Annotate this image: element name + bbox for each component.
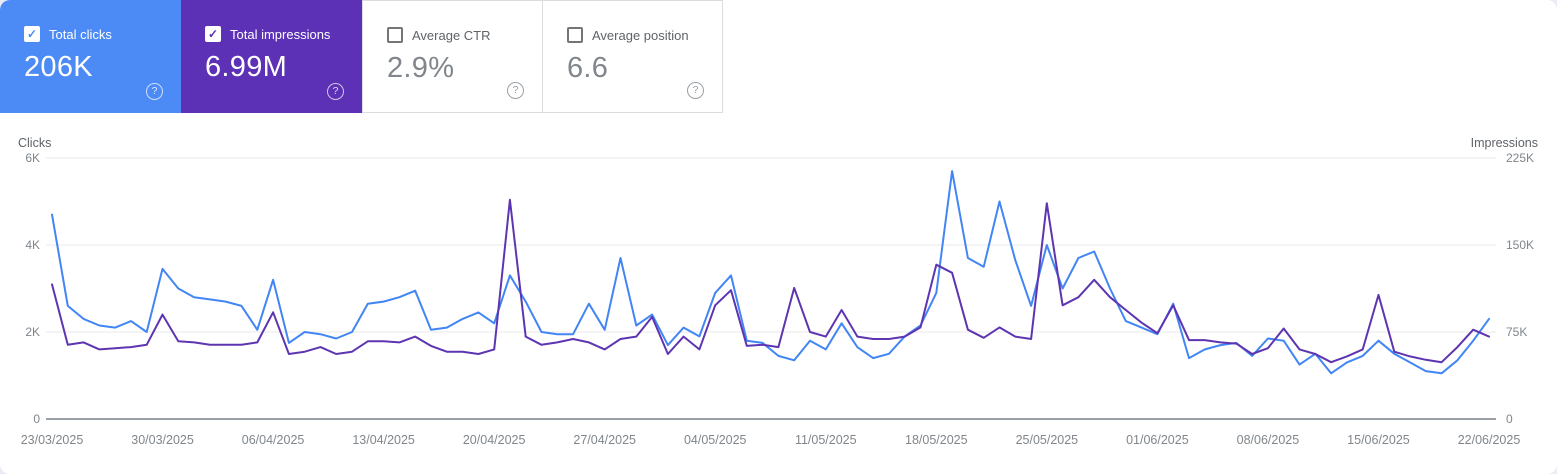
impressions-tick-label: 75K xyxy=(1506,325,1528,339)
x-tick-label: 13/04/2025 xyxy=(352,433,415,447)
total-impressions-checkbox[interactable]: ✓ xyxy=(205,26,221,42)
x-tick-label: 18/05/2025 xyxy=(905,433,968,447)
check-icon: ✓ xyxy=(207,27,219,41)
impressions-tick-label: 225K xyxy=(1506,151,1535,165)
metric-card-average-ctr[interactable]: ✓ Average CTR 2.9% ? xyxy=(362,0,543,113)
card-value: 6.99M xyxy=(205,51,288,83)
clicks-tick-label: 4K xyxy=(25,238,40,252)
check-icon: ✓ xyxy=(26,27,38,41)
x-tick-label: 06/04/2025 xyxy=(241,433,305,447)
x-tick-label: 27/04/2025 xyxy=(573,433,636,447)
metric-cards: ✓ Total clicks 206K ? ✓ Total impression… xyxy=(0,0,723,113)
card-label: Average position xyxy=(592,27,689,43)
x-tick-label: 23/03/2025 xyxy=(20,433,84,447)
x-tick-label: 25/05/2025 xyxy=(1015,433,1079,447)
card-value: 6.6 xyxy=(567,52,609,84)
clicks-tick-label: 6K xyxy=(25,151,40,165)
card-label: Average CTR xyxy=(412,27,491,43)
card-value: 2.9% xyxy=(387,52,455,84)
x-tick-label: 01/06/2025 xyxy=(1126,433,1189,447)
help-icon[interactable]: ? xyxy=(146,83,163,100)
clicks-axis-title: Clicks xyxy=(18,136,52,150)
x-tick-label: 15/06/2025 xyxy=(1347,433,1410,447)
average-ctr-checkbox[interactable]: ✓ xyxy=(387,27,403,43)
help-icon[interactable]: ? xyxy=(507,82,524,99)
help-icon[interactable]: ? xyxy=(327,83,344,100)
help-icon[interactable]: ? xyxy=(687,82,704,99)
x-tick-label: 20/04/2025 xyxy=(462,433,526,447)
impressions-axis-title: Impressions xyxy=(1470,136,1538,150)
impressions-tick-label: 150K xyxy=(1506,238,1535,252)
x-tick-label: 04/05/2025 xyxy=(683,433,747,447)
card-value: 206K xyxy=(24,51,93,83)
card-label: Total impressions xyxy=(230,26,331,42)
metric-card-average-position[interactable]: ✓ Average position 6.6 ? xyxy=(542,0,723,113)
clicks-tick-label: 2K xyxy=(25,325,40,339)
x-tick-label: 08/06/2025 xyxy=(1236,433,1300,447)
clicks-line xyxy=(51,170,1490,375)
total-clicks-checkbox[interactable]: ✓ xyxy=(24,26,40,42)
average-position-checkbox[interactable]: ✓ xyxy=(567,27,583,43)
impressions-line xyxy=(51,198,1490,364)
clicks-tick-label: 0 xyxy=(33,412,40,426)
impressions-tick-label: 0 xyxy=(1506,412,1513,426)
x-tick-label: 22/06/2025 xyxy=(1457,433,1521,447)
metric-card-total-impressions[interactable]: ✓ Total impressions 6.99M ? xyxy=(181,0,362,113)
x-tick-label: 30/03/2025 xyxy=(131,433,194,447)
x-tick-label: 11/05/2025 xyxy=(794,433,857,447)
metric-card-total-clicks[interactable]: ✓ Total clicks 206K ? xyxy=(0,0,181,113)
card-label: Total clicks xyxy=(49,26,112,42)
